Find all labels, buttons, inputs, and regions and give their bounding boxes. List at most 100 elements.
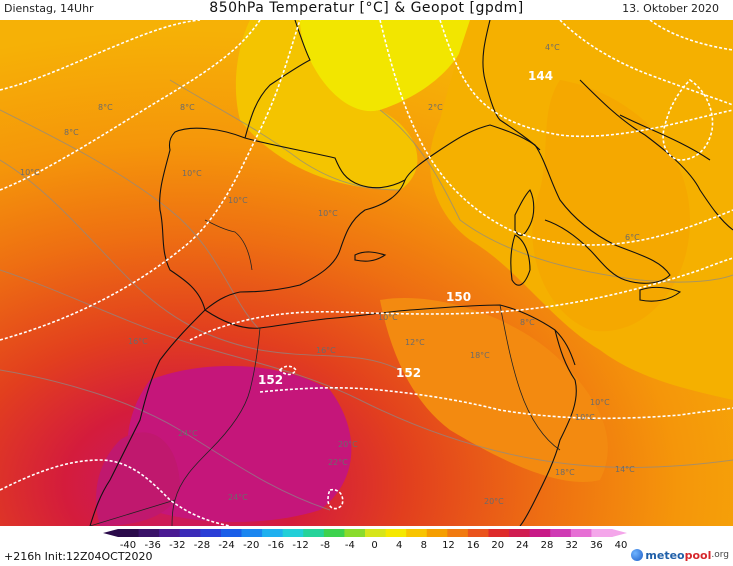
colorbar-tick-label: 40 [614, 540, 628, 551]
france-west-coast [244, 20, 311, 139]
weather-map: 144 150 152 152 8°C 8°C 8°C 10°C 10°C 10… [0, 20, 733, 526]
isotherms [0, 79, 733, 511]
north-africa-coast [204, 304, 576, 366]
morocco-algeria-border [171, 327, 261, 526]
colorbar-tick-label: 28 [540, 540, 554, 551]
logo-accent: pool [684, 548, 712, 562]
sardinia [510, 234, 531, 286]
geopot-label: 144 [528, 69, 553, 83]
colorbar-cell [200, 529, 222, 537]
tunisia-coast [519, 329, 577, 526]
colorbar-cell [159, 529, 181, 537]
corsica [514, 189, 535, 236]
colorbar-tick-label: -32 [169, 540, 186, 551]
temp-label: 10°C [378, 313, 398, 322]
colorbar-tick-label: -36 [144, 540, 161, 551]
balearic-islands [354, 251, 387, 262]
temp-label: 4°C [545, 43, 560, 52]
temp-label: 24°C [228, 493, 248, 502]
temp-label: 18°C [555, 468, 575, 477]
orange-zone-tunisia [380, 298, 608, 482]
orange-zone-italy [532, 80, 690, 332]
geopot-labels: 144 150 152 152 [258, 69, 553, 387]
temp-label: 8°C [520, 318, 535, 327]
colorbar-tick-label: -12 [292, 540, 309, 551]
colorbar-cell [220, 529, 242, 537]
colorbar-tick-label: 0 [371, 540, 378, 551]
colorbar-tick-label: -8 [320, 540, 331, 551]
temp-label: 16°C [316, 346, 336, 355]
temp-label: 10°C [182, 169, 202, 178]
temp-label: 12°C [405, 338, 425, 347]
colorbar-tick-label: -4 [344, 540, 355, 551]
temp-label: 24°C [178, 429, 198, 438]
model-run: +216h Init:12Z04OCT2020 [4, 550, 153, 563]
iberia-outline [159, 127, 406, 311]
colorbar-tick-label: -16 [267, 540, 285, 551]
algeria-tunisia-border [499, 304, 561, 451]
colorbar-cell [570, 529, 592, 537]
colorbar-right-arrow [612, 529, 627, 537]
colorbar-tick-label: 36 [589, 540, 603, 551]
colorbar-tick-label: -40 [119, 540, 137, 551]
temp-label: 10°C [590, 398, 610, 407]
colorbar-cell [118, 529, 140, 537]
colorbar-cell [529, 529, 551, 537]
temperature-labels: 8°C 8°C 8°C 10°C 10°C 10°C 10°C 10°C 10°… [20, 43, 640, 506]
colorbar-cell [550, 529, 572, 537]
colorbar-tick-label: 24 [516, 540, 529, 551]
light-orange-zone-france [235, 20, 418, 190]
colorbar [103, 529, 627, 537]
footer: -40 -36 -32 -28 -24 -20 -16 -12 -8 -4 0 4 8 12 16 20 24 2… [0, 526, 733, 566]
logo-text: meteo [645, 548, 685, 562]
geopot-label: 152 [396, 366, 421, 380]
colorbar-cell [591, 529, 613, 537]
colorbar-tick-label: -20 [243, 540, 260, 551]
colorbar-tick-label: 20 [491, 540, 505, 551]
colorbar-cell [385, 529, 407, 537]
temp-label: 10°C [575, 413, 595, 422]
temp-label: 10°C [318, 209, 338, 218]
colorbar-cell [406, 529, 428, 537]
temp-label: 2°C [428, 103, 443, 112]
temp-label: 10°C [228, 196, 248, 205]
colorbar-tick-label: 32 [565, 540, 579, 551]
colorbar-tick-label: 8 [420, 540, 427, 551]
colorbar-cell [426, 529, 448, 537]
colorbar-tick-label: 12 [442, 540, 455, 551]
colorbar-cell [365, 529, 387, 537]
geopot-label: 150 [446, 290, 471, 304]
colorbar-cell [262, 529, 284, 537]
colorbar-left-arrow [103, 529, 118, 537]
colorbar-cell [447, 529, 469, 537]
temp-label: 16°C [128, 337, 148, 346]
magenta-zone-morocco [127, 366, 352, 522]
meteopool-logo[interactable]: meteo pool .org [631, 546, 729, 564]
colorbar-cell [509, 529, 531, 537]
portugal-border [204, 219, 253, 271]
colorbar-cell [303, 529, 325, 537]
temp-label: 22°C [328, 458, 348, 467]
sahara-border [89, 499, 176, 526]
geopot-label: 152 [258, 373, 283, 387]
south-europe-coast [404, 124, 671, 284]
coastlines [89, 20, 733, 526]
morocco-atlantic-coast [89, 309, 206, 526]
logo-suffix: .org [711, 550, 729, 560]
chart-title: 850hPa Temperatur [°C] & Geopot [gpdm] [209, 0, 524, 16]
temp-label: 18°C [470, 351, 490, 360]
yellow-zone-north [300, 20, 470, 112]
colorbar-cell [488, 529, 510, 537]
colorbar-cell [323, 529, 345, 537]
colorbar-tick-label: 4 [395, 540, 403, 551]
geopotential-lines [0, 20, 733, 526]
borders [89, 219, 561, 526]
temp-label: 8°C [98, 103, 113, 112]
temp-label: 10°C [20, 168, 40, 177]
adriatic-east [619, 114, 711, 161]
colorbar-cell [241, 529, 263, 537]
alpine-border [482, 20, 541, 151]
colorbar-cell [467, 529, 489, 537]
colorbar-cell [138, 529, 160, 537]
temp-label: 6°C [625, 233, 640, 242]
